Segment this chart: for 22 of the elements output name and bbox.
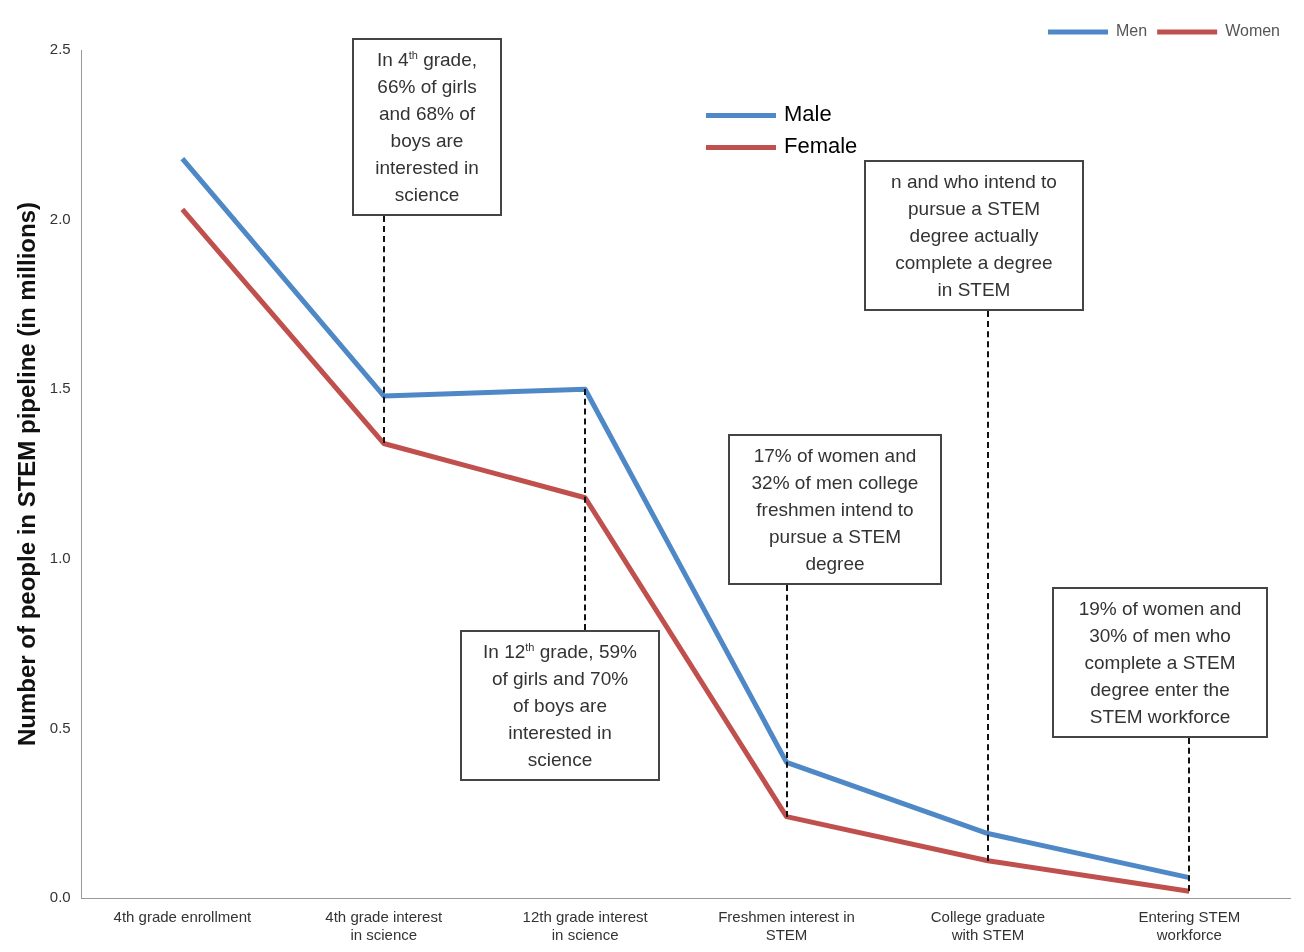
x-tick-label: 12th grade interest in science bbox=[522, 908, 649, 944]
y-tick-label: 0.5 bbox=[49, 718, 71, 736]
legend-label: Women bbox=[1225, 22, 1281, 40]
y-tick-label: 1.5 bbox=[49, 379, 71, 397]
legend-label: Men bbox=[1116, 22, 1148, 40]
annotation: In 12$^{th}$ grade, 59% of girls and 70% of boys are interested in science bbox=[460, 630, 660, 781]
annotation: In 4$^{th}$ grade, 66% of girls and 68% of boys are interested in science bbox=[352, 38, 502, 216]
annotation: 19% of women and 30% of men who complete a STEM degree enter the STEM workforce bbox=[1052, 587, 1268, 738]
y-tick-label: 2.5 bbox=[49, 40, 71, 58]
y-tick-label: 2.0 bbox=[49, 209, 71, 227]
annotation: Male bbox=[784, 101, 832, 126]
x-tick-label: Entering STEM workforce bbox=[1138, 908, 1241, 944]
annotation: 17% of women and 32% of men college freshmen intend to pursue a STEM degree bbox=[728, 434, 942, 585]
y-tick-label: 0.0 bbox=[49, 888, 71, 906]
y-axis-title: Number of people in STEM pipeline (in millions) bbox=[13, 201, 41, 747]
x-tick-label: Freshmen interest in STEM bbox=[718, 908, 855, 944]
x-tick-label: College graduate with STEM bbox=[930, 908, 1046, 944]
x-tick-label: 4th grade enrollment bbox=[113, 908, 252, 926]
y-tick-label: 1.0 bbox=[49, 548, 71, 566]
x-tick-label: 4th grade interest in science bbox=[325, 908, 443, 944]
annotation: n and who intend to pursue a STEM degree actually complete a degree in STEM bbox=[864, 160, 1084, 311]
annotation: Female bbox=[784, 133, 858, 158]
